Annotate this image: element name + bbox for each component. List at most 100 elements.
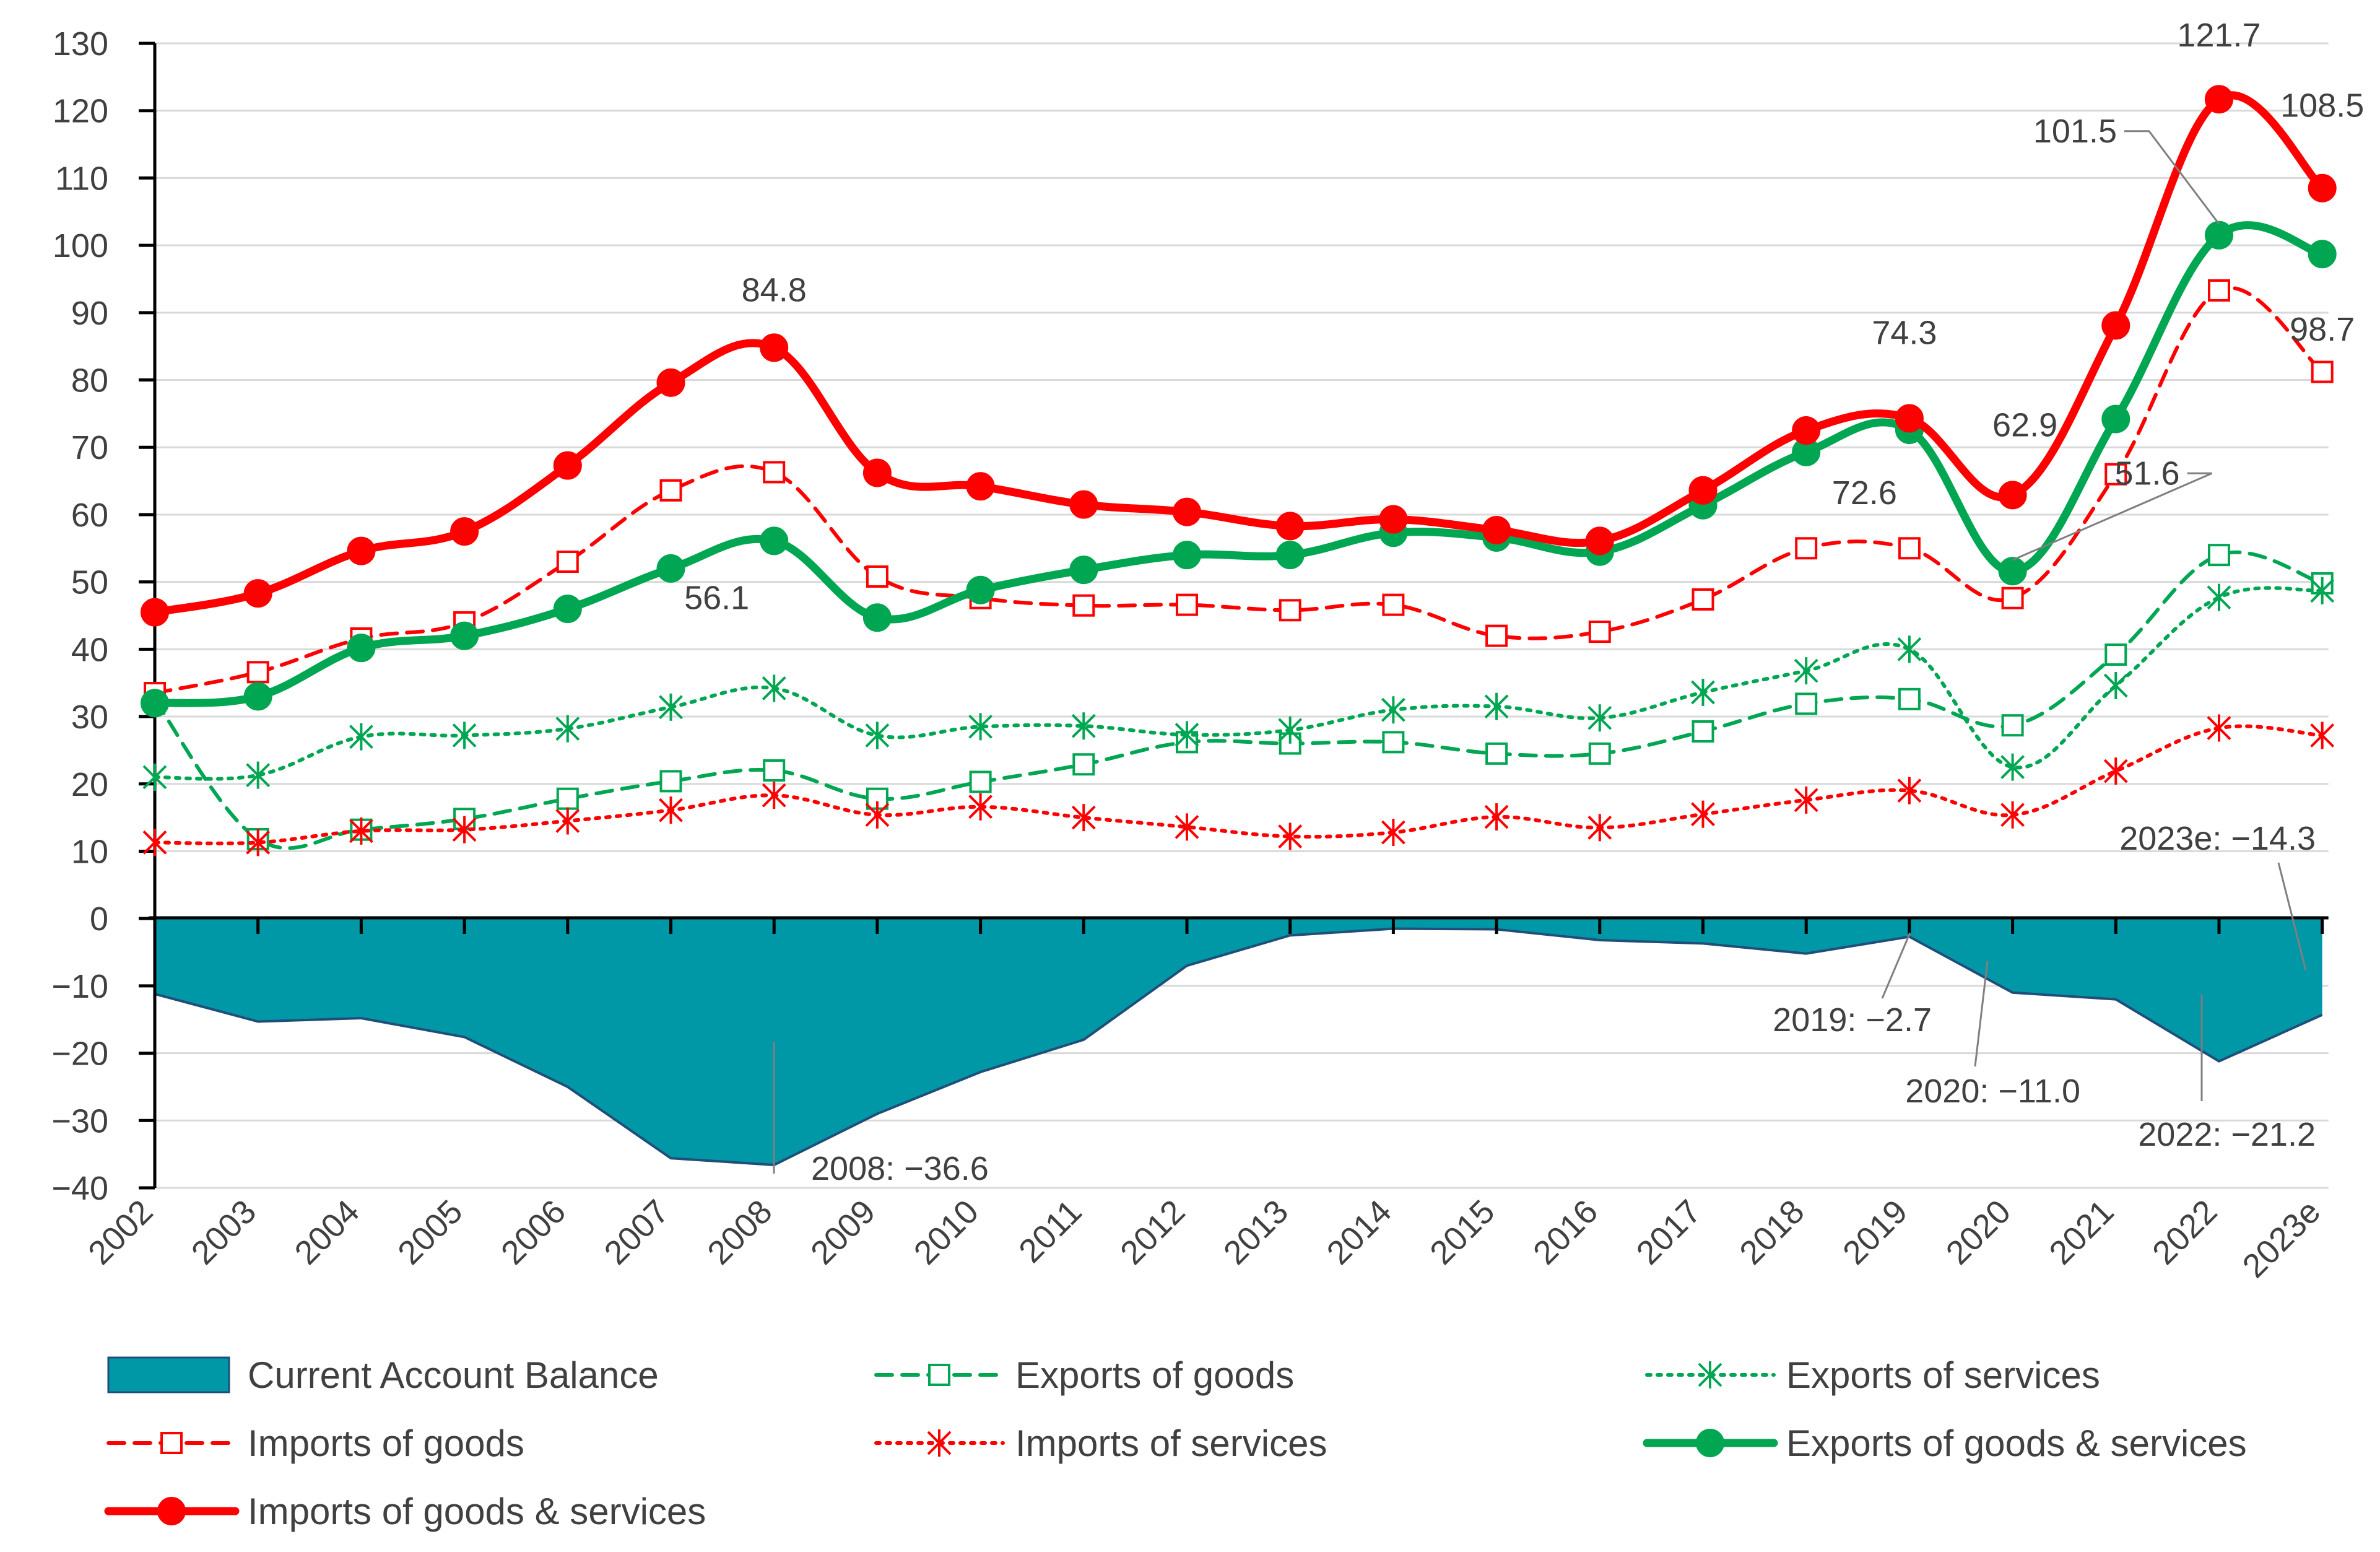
exports-of-services-point — [1278, 716, 1303, 744]
annotation-leader — [1974, 961, 1989, 1067]
y-tick-label: 60 — [71, 497, 108, 534]
exports-of-goods-and-services-point — [760, 526, 789, 556]
exports-of-goods-point — [1485, 742, 1508, 765]
exports-of-services-point — [968, 713, 993, 741]
x-tick-label: 2016 — [1526, 1193, 1605, 1271]
exports-of-goods-point — [1692, 720, 1714, 743]
legend-marker — [1698, 1361, 1722, 1389]
imports-of-goods-and-services-point — [141, 598, 169, 627]
imports-of-goods-point — [246, 661, 269, 684]
imports-of-goods-and-services-point — [862, 458, 892, 487]
exports-of-services-point — [2207, 583, 2231, 611]
y-tick-label: 120 — [53, 93, 108, 130]
annotation-label: 101.5 — [2033, 113, 2117, 150]
legend-marker — [928, 1364, 950, 1386]
exports-of-services-point — [762, 674, 786, 702]
imports-of-goods-and-services-point — [2101, 311, 2130, 340]
annotation-label: 2020: −11.0 — [1905, 1073, 2080, 1110]
exports-of-services-point — [349, 723, 373, 751]
x-tick-label: 2005 — [391, 1193, 469, 1271]
exports-of-goods-and-services-point — [347, 634, 376, 663]
legend-label: Current Account Balance — [248, 1354, 659, 1396]
annotation-label: 72.6 — [1832, 474, 1897, 512]
exports-of-services-point — [452, 722, 477, 749]
imports-of-services-point — [349, 817, 373, 845]
exports-of-goods-point — [659, 770, 682, 793]
exports-of-services-point — [2103, 672, 2128, 700]
imports-of-goods-point — [556, 551, 579, 573]
x-tick-label: 2015 — [1423, 1193, 1501, 1271]
imports-of-services-point — [1278, 822, 1303, 850]
exports-of-services-point — [555, 715, 580, 743]
imports-of-services-point — [555, 807, 580, 835]
exports-of-goods-point — [1588, 742, 1611, 765]
legend-label: Exports of goods — [1015, 1354, 1294, 1396]
exports-of-services-point — [1587, 704, 1612, 732]
annotation-leader — [1881, 932, 1911, 999]
imports-of-services-point — [1587, 814, 1612, 842]
y-tick-label: 40 — [71, 631, 108, 668]
imports-of-goods-point — [2001, 586, 2024, 609]
annotation-label: 62.9 — [1992, 406, 2057, 443]
exports-of-goods-and-services-point — [1069, 556, 1098, 585]
exports-of-goods-and-services-point — [966, 575, 995, 604]
x-tick-label: 2010 — [907, 1193, 986, 1271]
annotation-label: 2023e: −14.3 — [2119, 820, 2316, 857]
current-account-area — [154, 918, 2323, 1167]
exports-of-goods-and-services-line — [150, 221, 2327, 707]
imports-of-goods-point — [1072, 594, 1095, 617]
exports-of-goods-and-services-point — [862, 603, 892, 632]
exports-of-services-line — [153, 586, 2324, 781]
imports-of-goods-and-services-point — [966, 472, 995, 501]
imports-of-goods-point — [2311, 360, 2334, 383]
exports-of-goods-and-services-point — [656, 554, 685, 583]
exports-of-services-point — [865, 722, 890, 749]
imports-of-goods-point — [1279, 599, 1301, 622]
y-tick-label: −30 — [51, 1102, 108, 1140]
exports-of-goods-and-services-point — [1998, 557, 2027, 586]
imports-of-services-point — [1381, 819, 1405, 847]
annotation-label: 2019: −2.7 — [1773, 1001, 1932, 1039]
exports-of-services-point — [246, 761, 271, 789]
imports-of-services-point — [659, 796, 683, 824]
imports-of-goods-point — [1898, 537, 1921, 560]
x-tick-label: 2018 — [1732, 1193, 1811, 1271]
exports-of-goods-point — [969, 770, 992, 793]
x-tick-label: 2006 — [494, 1193, 573, 1271]
annotation-leader — [2012, 472, 2213, 561]
imports-of-goods-point — [2104, 463, 2127, 486]
series-lines — [141, 85, 2337, 857]
imports-of-goods-point — [659, 479, 682, 502]
imports-of-goods-and-services-point — [450, 517, 479, 546]
x-tick-label: 2022 — [2145, 1193, 2224, 1271]
x-tick-label: 2009 — [804, 1193, 882, 1271]
x-tick-label: 2004 — [288, 1193, 367, 1271]
imports-of-goods-and-services-point — [2205, 85, 2233, 114]
current-account-balance-fill — [155, 918, 2322, 1166]
imports-of-services-point — [452, 816, 477, 844]
gridlines — [155, 42, 2329, 1189]
legend-label: Exports of goods & services — [1786, 1423, 2247, 1464]
exports-of-goods-and-services-point — [2101, 404, 2130, 434]
exports-of-goods-point — [2208, 544, 2230, 567]
annotation-label: 51.6 — [2114, 455, 2179, 492]
x-tick-label: 2012 — [1113, 1193, 1192, 1271]
exports-of-services-point — [142, 763, 167, 791]
annotation-label: 108.5 — [2280, 87, 2364, 124]
imports-of-goods-and-services-point — [1688, 476, 1718, 505]
x-tick-label: 2013 — [1217, 1193, 1295, 1271]
imports-of-goods-and-services-point — [2308, 173, 2337, 203]
imports-of-services-point — [762, 782, 786, 809]
legend-item-current-account-balance: Current Account Balance — [107, 1354, 659, 1396]
imports-of-services-point — [968, 793, 993, 821]
legend-item-exports-of-goods: Exports of goods — [874, 1354, 1294, 1396]
imports-of-goods-and-services-point — [1585, 526, 1614, 556]
x-tick-label: 2019 — [1836, 1193, 1914, 1271]
y-tick-label: 30 — [71, 699, 108, 736]
y-tick-label: −10 — [51, 968, 108, 1005]
y-tick-label: 90 — [71, 295, 108, 332]
legend-swatch — [107, 1356, 230, 1393]
imports-of-services-point — [142, 829, 167, 857]
imports-of-goods-point — [2208, 279, 2230, 302]
imports-of-goods-and-services-point — [760, 333, 789, 362]
